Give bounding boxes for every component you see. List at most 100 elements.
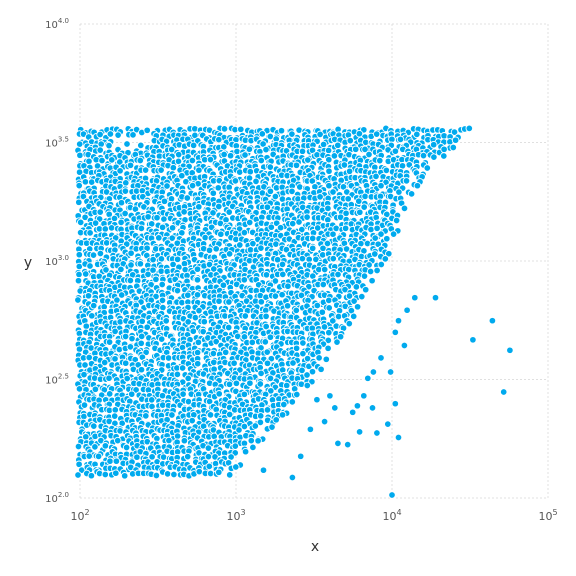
data-point: [246, 175, 253, 182]
data-point: [246, 219, 253, 226]
data-point: [206, 463, 213, 470]
data-point: [263, 313, 270, 320]
data-point: [213, 246, 220, 253]
data-point: [396, 189, 403, 196]
data-point: [326, 329, 333, 336]
x-tick-label: 103: [226, 508, 245, 523]
data-point: [374, 430, 381, 437]
data-point: [117, 428, 124, 435]
data-point: [91, 423, 98, 430]
data-point: [384, 235, 391, 242]
data-point: [247, 168, 254, 175]
data-point: [408, 191, 415, 198]
data-point: [326, 182, 333, 189]
data-point: [252, 423, 259, 430]
data-point: [424, 165, 431, 172]
data-point: [267, 188, 274, 195]
data-point: [189, 182, 196, 189]
data-point: [194, 349, 201, 356]
data-point: [216, 136, 223, 143]
data-point: [90, 252, 97, 259]
data-point: [362, 286, 369, 293]
data-point: [171, 471, 178, 478]
data-point: [216, 203, 223, 210]
data-point: [346, 320, 353, 327]
data-point: [226, 472, 233, 479]
data-point: [189, 157, 196, 164]
data-point: [362, 193, 369, 200]
data-point: [211, 359, 218, 366]
data-point: [112, 328, 119, 335]
data-point: [205, 445, 212, 452]
data-point: [153, 472, 160, 479]
y-tick-label: 103.0: [45, 254, 69, 268]
data-point: [441, 146, 448, 153]
data-point: [335, 142, 342, 149]
data-point: [277, 224, 284, 231]
data-point: [75, 443, 82, 450]
data-point: [247, 380, 254, 387]
data-point: [346, 168, 353, 175]
x-tick-label: 102: [70, 508, 89, 523]
y-tick-label: 102.5: [45, 373, 69, 387]
data-point: [170, 164, 177, 171]
data-point: [353, 284, 360, 291]
data-point: [257, 381, 264, 388]
data-point: [117, 168, 124, 175]
data-point: [414, 131, 421, 138]
data-point: [321, 324, 328, 331]
data-point: [258, 370, 265, 377]
data-point: [137, 157, 144, 164]
data-point: [332, 405, 339, 412]
data-point: [194, 292, 201, 299]
data-point: [154, 214, 161, 221]
data-point: [190, 328, 197, 335]
data-point: [241, 229, 248, 236]
data-point: [207, 412, 214, 419]
data-point: [85, 293, 92, 300]
data-point: [452, 137, 459, 144]
data-point: [210, 190, 217, 197]
data-point: [278, 127, 285, 134]
data-point: [238, 126, 245, 133]
data-point: [77, 219, 84, 226]
x-axis-label: x: [311, 539, 319, 555]
data-point: [401, 342, 408, 349]
data-point: [420, 152, 427, 159]
data-point: [124, 375, 131, 382]
data-point: [342, 225, 349, 232]
data-point: [122, 210, 129, 217]
data-point: [296, 219, 303, 226]
data-point: [390, 231, 397, 238]
data-point: [236, 427, 243, 434]
data-point: [326, 297, 333, 304]
data-point: [226, 251, 233, 258]
data-point: [98, 141, 105, 148]
data-point: [304, 382, 311, 389]
data-point: [181, 209, 188, 216]
data-point: [196, 167, 203, 174]
data-point: [307, 426, 314, 433]
data-point: [344, 441, 351, 448]
data-point: [97, 209, 104, 216]
data-point: [241, 391, 248, 398]
data-point: [127, 277, 134, 284]
data-point: [118, 266, 125, 273]
data-point: [246, 146, 253, 153]
data-point: [103, 240, 110, 247]
data-point: [77, 152, 84, 159]
data-point: [404, 307, 411, 314]
data-point: [325, 147, 332, 154]
data-point: [372, 235, 379, 242]
data-point: [106, 339, 113, 346]
data-point: [260, 467, 267, 474]
data-point: [159, 224, 166, 231]
data-point: [489, 317, 496, 324]
data-point: [297, 453, 304, 460]
data-point: [357, 209, 364, 216]
data-point: [259, 131, 266, 138]
data-point: [124, 141, 131, 148]
data-point: [95, 453, 102, 460]
data-point: [327, 393, 334, 400]
data-point: [218, 231, 225, 238]
